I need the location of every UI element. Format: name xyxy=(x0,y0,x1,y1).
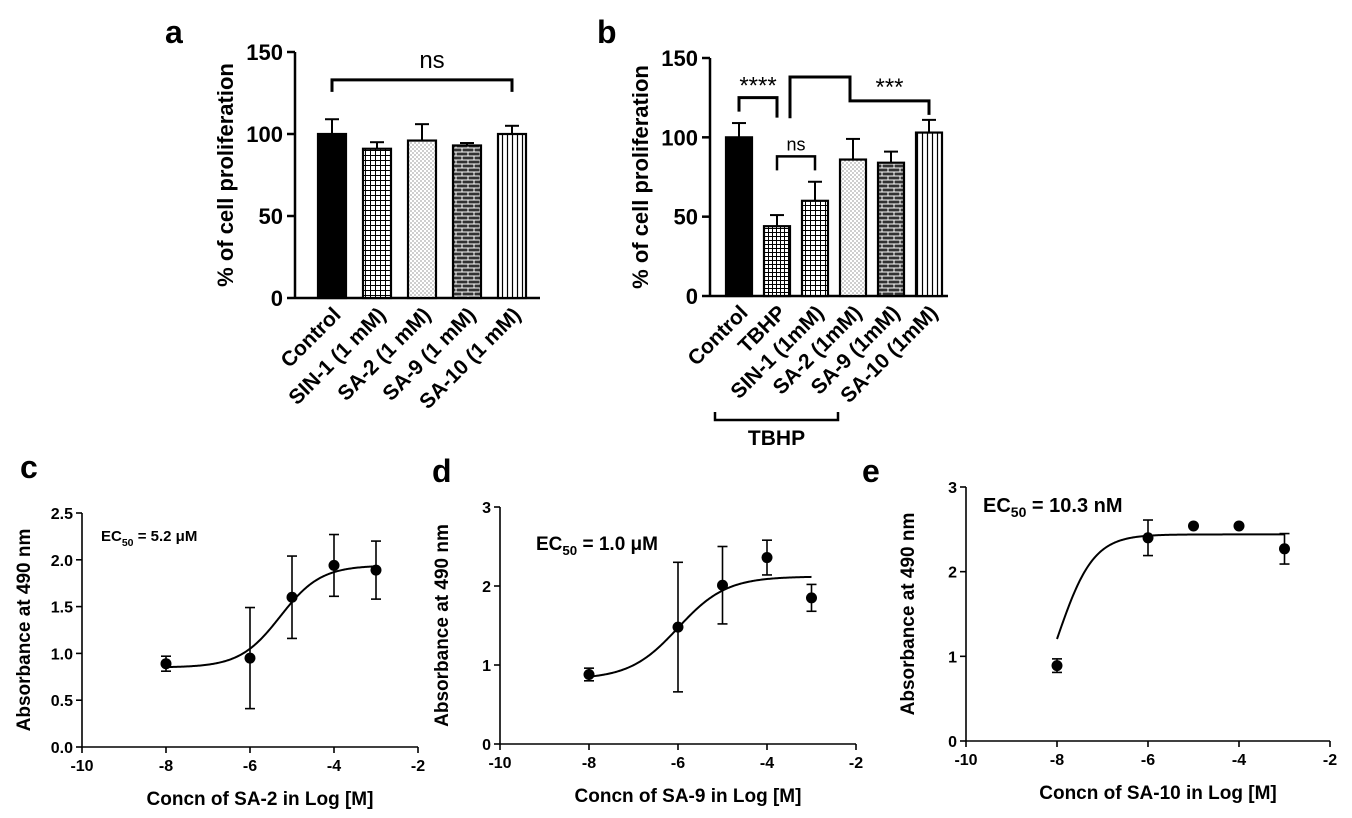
bar-0 xyxy=(316,132,348,300)
x-tick-label: -6 xyxy=(671,755,685,772)
data-point xyxy=(370,564,382,576)
group-bracket xyxy=(713,412,840,422)
chart-e: 0 1 2 3 -10 -8 -6 -4 -2 Absorbance at 490 nm Concn… xyxy=(898,480,1337,804)
y-tick-label: 2 xyxy=(482,579,491,596)
x-tick-label: -6 xyxy=(243,758,257,775)
y-tick-label: 150 xyxy=(661,46,698,71)
panel-b-letter: b xyxy=(597,14,617,50)
bar-3 xyxy=(838,158,868,298)
y-tick-label: 3 xyxy=(482,500,491,517)
panel-c-letter: c xyxy=(20,449,38,485)
significance-label: **** xyxy=(739,73,776,100)
data-point xyxy=(761,552,773,564)
x-tick-label: -2 xyxy=(849,755,863,772)
chart-c: 0.0 0.5 1.0 1.5 2.0 2.5 -10 -8 -6 -4 -2 Absorbance … xyxy=(14,506,425,810)
y-tick-label: 50 xyxy=(674,205,698,230)
panel-a-letter: a xyxy=(165,14,183,50)
y-tick-label: 2.5 xyxy=(51,506,73,523)
panel-e-letter: e xyxy=(862,453,880,489)
ec50-annotation: EC50 = 5.2 μM xyxy=(101,528,197,549)
fit-curve xyxy=(165,565,377,669)
y-tick-label: 1.5 xyxy=(51,600,73,617)
data-point xyxy=(160,658,172,670)
x-tick-label: -6 xyxy=(1141,752,1155,769)
significance-label: ns xyxy=(419,47,444,74)
y-tick-label: 0.0 xyxy=(51,740,73,757)
bar-2 xyxy=(800,199,830,298)
y-tick-label: 100 xyxy=(661,125,698,150)
bar-2 xyxy=(406,139,438,300)
x-tick-label: -2 xyxy=(411,758,425,775)
y-axis-title: Absorbance at 490 nm xyxy=(14,529,35,732)
x-tick-label: -10 xyxy=(488,755,511,772)
data-point xyxy=(1279,543,1290,555)
bar-5 xyxy=(914,131,944,298)
data-point xyxy=(1233,520,1245,532)
significance-bracket xyxy=(788,75,931,119)
y-tick-label: 0 xyxy=(482,737,491,754)
significance-label: ns xyxy=(786,134,805,154)
bar-4 xyxy=(876,161,906,298)
y-tick-label: 0.5 xyxy=(51,693,73,710)
x-tick-label: -10 xyxy=(954,752,977,769)
x-tick-label: -10 xyxy=(70,758,93,775)
y-tick-label: 150 xyxy=(246,40,283,65)
y-tick-label: 2.0 xyxy=(51,553,73,570)
y-tick-label: 100 xyxy=(246,122,283,147)
fit-curve xyxy=(588,575,812,678)
x-tick-label: -2 xyxy=(1323,752,1337,769)
y-axis-title: % of cell proliferation xyxy=(213,63,238,287)
y-tick-label: 1 xyxy=(948,649,957,666)
data-point xyxy=(583,668,595,680)
data-point xyxy=(244,652,256,664)
x-axis-title: Concn of SA-2 in Log [M] xyxy=(147,789,374,810)
x-tick-label: -4 xyxy=(1232,752,1246,769)
y-tick-label: 0 xyxy=(686,284,698,309)
chart-d: 0 1 2 3 -10 -8 -6 -4 -2 Absorbance at 490 nm Concn… xyxy=(432,500,863,807)
data-point xyxy=(806,592,817,604)
bar-4 xyxy=(496,132,528,300)
data-point xyxy=(672,621,684,633)
data-point xyxy=(1142,532,1154,544)
ec50-annotation: EC50 = 1.0 μM xyxy=(536,534,658,558)
fit-curve xyxy=(1056,533,1285,640)
data-point xyxy=(717,579,728,591)
significance-label: *** xyxy=(875,74,903,101)
y-tick-label: 0 xyxy=(271,286,283,311)
data-point xyxy=(286,591,298,603)
y-axis-title: Absorbance at 490 nm xyxy=(898,513,919,716)
x-tick-label: -8 xyxy=(1050,752,1064,769)
x-tick-label: -4 xyxy=(760,755,774,772)
y-tick-label: 0 xyxy=(948,734,957,751)
data-point xyxy=(1051,660,1063,672)
significance-bracket xyxy=(775,155,817,171)
x-axis-title: Concn of SA-9 in Log [M] xyxy=(575,786,802,807)
data-point xyxy=(328,559,340,571)
y-tick-label: 2 xyxy=(948,565,957,582)
significance-bracket xyxy=(330,78,514,92)
bar-3 xyxy=(451,144,483,300)
significance-bracket xyxy=(737,96,779,118)
group-label: TBHP xyxy=(748,427,805,450)
y-tick-label: 1 xyxy=(482,658,491,675)
y-axis-title: Absorbance at 490 nm xyxy=(432,524,453,727)
panel-d-letter: d xyxy=(432,453,452,489)
bar-1 xyxy=(762,225,792,298)
bar-0 xyxy=(724,136,754,298)
ec50-annotation: EC50 = 10.3 nM xyxy=(983,495,1123,520)
y-tick-label: 1.0 xyxy=(51,646,73,663)
x-tick-label: -8 xyxy=(159,758,173,775)
y-tick-label: 50 xyxy=(259,204,283,229)
y-tick-label: 3 xyxy=(948,480,957,497)
x-axis-title: Concn of SA-10 in Log [M] xyxy=(1039,783,1276,804)
data-point xyxy=(1188,520,1199,532)
x-tick-label: -4 xyxy=(327,758,341,775)
x-tick-label: -8 xyxy=(582,755,596,772)
bar-1 xyxy=(361,147,393,300)
y-axis-title: % of cell proliferation xyxy=(628,65,653,289)
